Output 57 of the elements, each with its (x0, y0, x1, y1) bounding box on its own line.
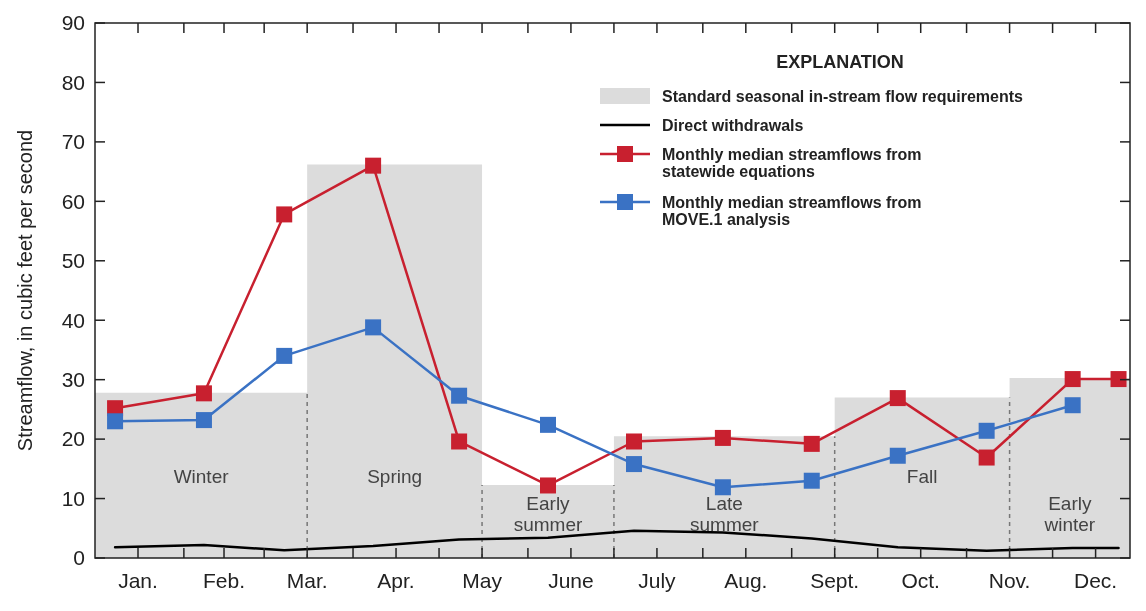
point (714, 429, 731, 446)
y-tick-label: 60 (61, 189, 85, 213)
point (365, 319, 382, 336)
y-tick-label: 90 (61, 11, 85, 35)
point (626, 456, 642, 473)
x-tick-label: Oct. (901, 569, 940, 592)
x-tick-label: Feb. (203, 569, 246, 592)
annotation: Early summer (513, 493, 583, 535)
x-tick-label: July (638, 569, 677, 592)
y-axis-title: Streamflow, in cubic feet per second (14, 129, 36, 452)
point (803, 435, 820, 452)
point (539, 416, 556, 433)
point (803, 472, 820, 489)
point (365, 157, 382, 174)
legend-label: Direct withdrawals (662, 116, 804, 134)
point (1064, 371, 1081, 388)
x-tick-label: May (462, 569, 503, 592)
point (451, 433, 468, 450)
x-tick-label: June (548, 569, 594, 592)
y-tick-label: 20 (61, 427, 85, 451)
y-tick-label: 40 (61, 308, 85, 332)
legend-label: Monthly median streamflows from MOVE.1 analysis (662, 193, 922, 229)
point (889, 390, 906, 407)
y-tick-label: 10 (61, 486, 85, 510)
legend-label: Standard seasonal in-stream flow requirements (662, 87, 1024, 105)
x-tick-label: Mar. (286, 569, 328, 592)
legend-title: EXPLANATION (776, 52, 904, 72)
point (626, 433, 642, 450)
x-tick-label: Dec. (1074, 569, 1118, 592)
annotation: Late summer (690, 493, 760, 535)
point (276, 206, 293, 223)
x-tick-label: Sept. (810, 569, 860, 592)
point (195, 412, 212, 429)
y-tick-label: 30 (61, 368, 85, 392)
point (978, 422, 995, 439)
annotation: Fall (906, 466, 938, 487)
y-tick-label: 50 (61, 249, 85, 273)
point (276, 347, 293, 364)
x-tick-label: Jan. (118, 569, 158, 592)
point (714, 479, 731, 496)
x-tick-label: Nov. (988, 569, 1031, 592)
point (889, 447, 906, 464)
point (539, 477, 556, 494)
y-tick-label: 80 (61, 70, 85, 94)
point (1064, 397, 1081, 414)
x-tick-label: Apr. (377, 569, 415, 592)
point (978, 449, 995, 466)
y-tick-label: 0 (73, 546, 85, 570)
legend-label: Monthly median streamflows from statewide equations (662, 145, 922, 181)
x-tick-label: Aug. (724, 569, 768, 592)
point (451, 387, 468, 404)
annotation: Spring (367, 466, 423, 487)
y-tick-label: 70 (61, 130, 85, 154)
annotation: Early winter (1043, 493, 1096, 535)
annotation: Winter (173, 466, 230, 487)
point (195, 385, 212, 402)
point (1110, 371, 1127, 388)
